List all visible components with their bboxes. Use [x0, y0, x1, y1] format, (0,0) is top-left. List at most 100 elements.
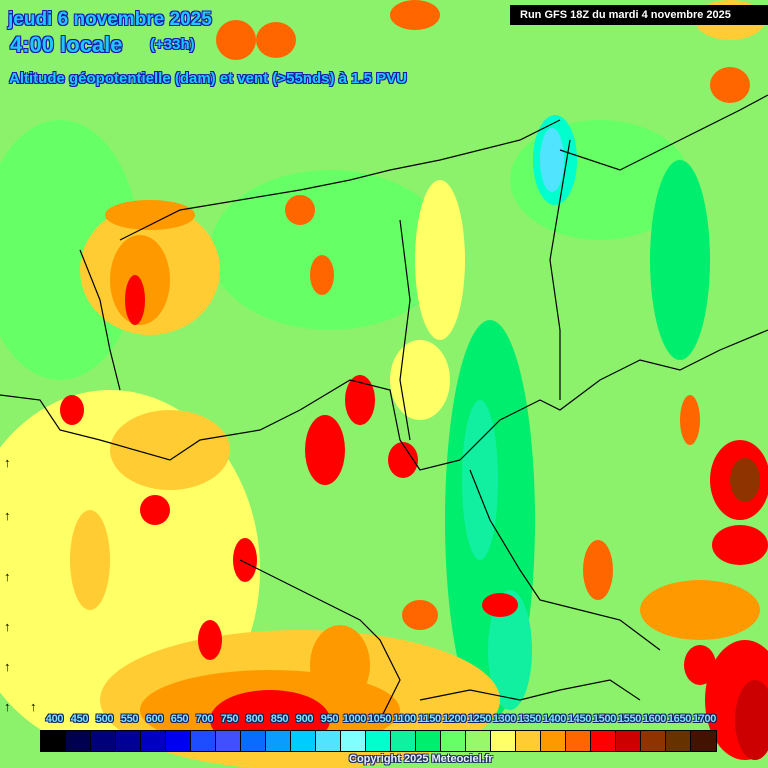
colorbar-label: 850: [270, 713, 289, 725]
colorbar-cell: [41, 731, 66, 751]
region-east-green-channel: [650, 160, 710, 360]
region-denmark-orange: [390, 0, 440, 30]
colorbar-cell: [366, 731, 391, 751]
colorbar-label: 1250: [467, 713, 492, 725]
colorbar-cell: [141, 731, 166, 751]
region-netherlands-red: [125, 275, 145, 325]
colorbar-cell: [691, 731, 716, 751]
colorbar-label: 1100: [393, 713, 416, 725]
lead-time: (+33h): [150, 36, 195, 53]
colorbar-label: 1200: [442, 713, 467, 725]
region-rhine-red: [345, 375, 375, 425]
colorbar-label: 950: [320, 713, 339, 725]
wind-barb-icon: ↑: [4, 619, 11, 634]
colorbar-label: 800: [245, 713, 264, 725]
country-borders: [0, 94, 768, 721]
wind-barb-icon: ↑: [4, 508, 11, 523]
border-line: [469, 469, 661, 651]
colorbar-label: 600: [145, 713, 164, 725]
wind-barb-icon: ↑: [30, 699, 37, 714]
colorbar: [40, 730, 717, 752]
region-south-trough-core: [488, 590, 532, 710]
colorbar-cell: [566, 731, 591, 751]
region-ruhr-red: [305, 415, 345, 485]
region-france-red: [233, 538, 257, 582]
region-alps-red2: [198, 620, 222, 660]
colorbar-cell: [266, 731, 291, 751]
colorbar-cell: [316, 731, 341, 751]
parameter-description: Altitude géopotentielle (dam) et vent (>…: [9, 70, 407, 87]
colorbar-cell: [116, 731, 141, 751]
colorbar-label: 550: [120, 713, 139, 725]
colorbar-label: 1000: [342, 713, 367, 725]
colorbar-cell: [191, 731, 216, 751]
region-bavaria-red: [388, 442, 418, 478]
border-line: [459, 329, 768, 461]
region-scand-red1: [216, 20, 256, 60]
colorbar-label: 1700: [692, 713, 717, 725]
colorbar-label: 700: [195, 713, 214, 725]
colorbar-cell: [91, 731, 116, 751]
wind-barb-icon: ↑: [4, 455, 11, 470]
wind-barb-icon: ↑: [4, 659, 11, 674]
region-se-red-core: [735, 680, 768, 760]
region-central-yellow-strip: [415, 180, 465, 340]
colorbar-label: 1600: [642, 713, 667, 725]
colorbar-cell: [66, 731, 91, 751]
colorbar-label: 1500: [592, 713, 617, 725]
copyright: Copyright 2025 Meteociel.fr: [349, 753, 493, 765]
colorbar-label: 450: [70, 713, 89, 725]
colorbar-label: 1550: [617, 713, 642, 725]
border-line: [0, 394, 301, 461]
colorbar-label: 650: [170, 713, 189, 725]
region-east-orange: [680, 395, 700, 445]
colorbar-cell: [491, 731, 516, 751]
border-line: [399, 219, 411, 441]
forecast-time: 4:00 locale: [10, 32, 123, 57]
run-info-banner: Run GFS 18Z du mardi 4 novembre 2025: [510, 5, 768, 25]
region-north-orange1: [285, 195, 315, 225]
colorbar-cell: [291, 731, 316, 751]
border-line: [79, 249, 121, 391]
colorbar-cell: [616, 731, 641, 751]
colorbar-cell: [541, 731, 566, 751]
colorbar-cell: [641, 731, 666, 751]
region-slovakia-red: [482, 593, 518, 617]
colorbar-cell: [516, 731, 541, 751]
colorbar-cell: [416, 731, 441, 751]
region-baltic-low-core: [540, 128, 564, 192]
border-line: [239, 559, 401, 721]
region-sw-red-blob: [684, 645, 716, 685]
region-north-orange2: [310, 255, 334, 295]
region-scand-red2: [256, 22, 296, 58]
colorbar-cell: [216, 731, 241, 751]
border-line: [549, 139, 571, 400]
colorbar-cell: [341, 731, 366, 751]
region-hungary-red: [402, 600, 438, 630]
colorbar-label: 1050: [367, 713, 392, 725]
colorbar-label: 400: [45, 713, 64, 725]
region-czech-yellow: [390, 340, 450, 420]
colorbar-cell: [666, 731, 691, 751]
colorbar-label: 1150: [418, 713, 441, 725]
wind-barb-icon: ↑: [4, 699, 11, 714]
colorbar-label: 1650: [667, 713, 692, 725]
border-line: [299, 379, 461, 471]
region-poland-red: [583, 540, 613, 600]
colorbar-cell: [166, 731, 191, 751]
colorbar-label: 1300: [492, 713, 517, 725]
wind-barb-icon: ↑: [4, 569, 11, 584]
region-luxembourg-red: [140, 495, 170, 525]
region-east-red-blob2: [712, 525, 768, 565]
region-belgium-red: [60, 395, 84, 425]
colorbar-cell: [441, 731, 466, 751]
region-east-red-core: [730, 458, 760, 502]
region-france-orange: [70, 510, 110, 610]
region-ukraine-orange: [710, 67, 750, 103]
colorbar-label: 1350: [517, 713, 542, 725]
border-line: [119, 119, 561, 241]
region-central-trough-core: [462, 400, 498, 560]
region-frisian-orange: [105, 200, 195, 230]
forecast-date: jeudi 6 novembre 2025: [8, 9, 212, 30]
